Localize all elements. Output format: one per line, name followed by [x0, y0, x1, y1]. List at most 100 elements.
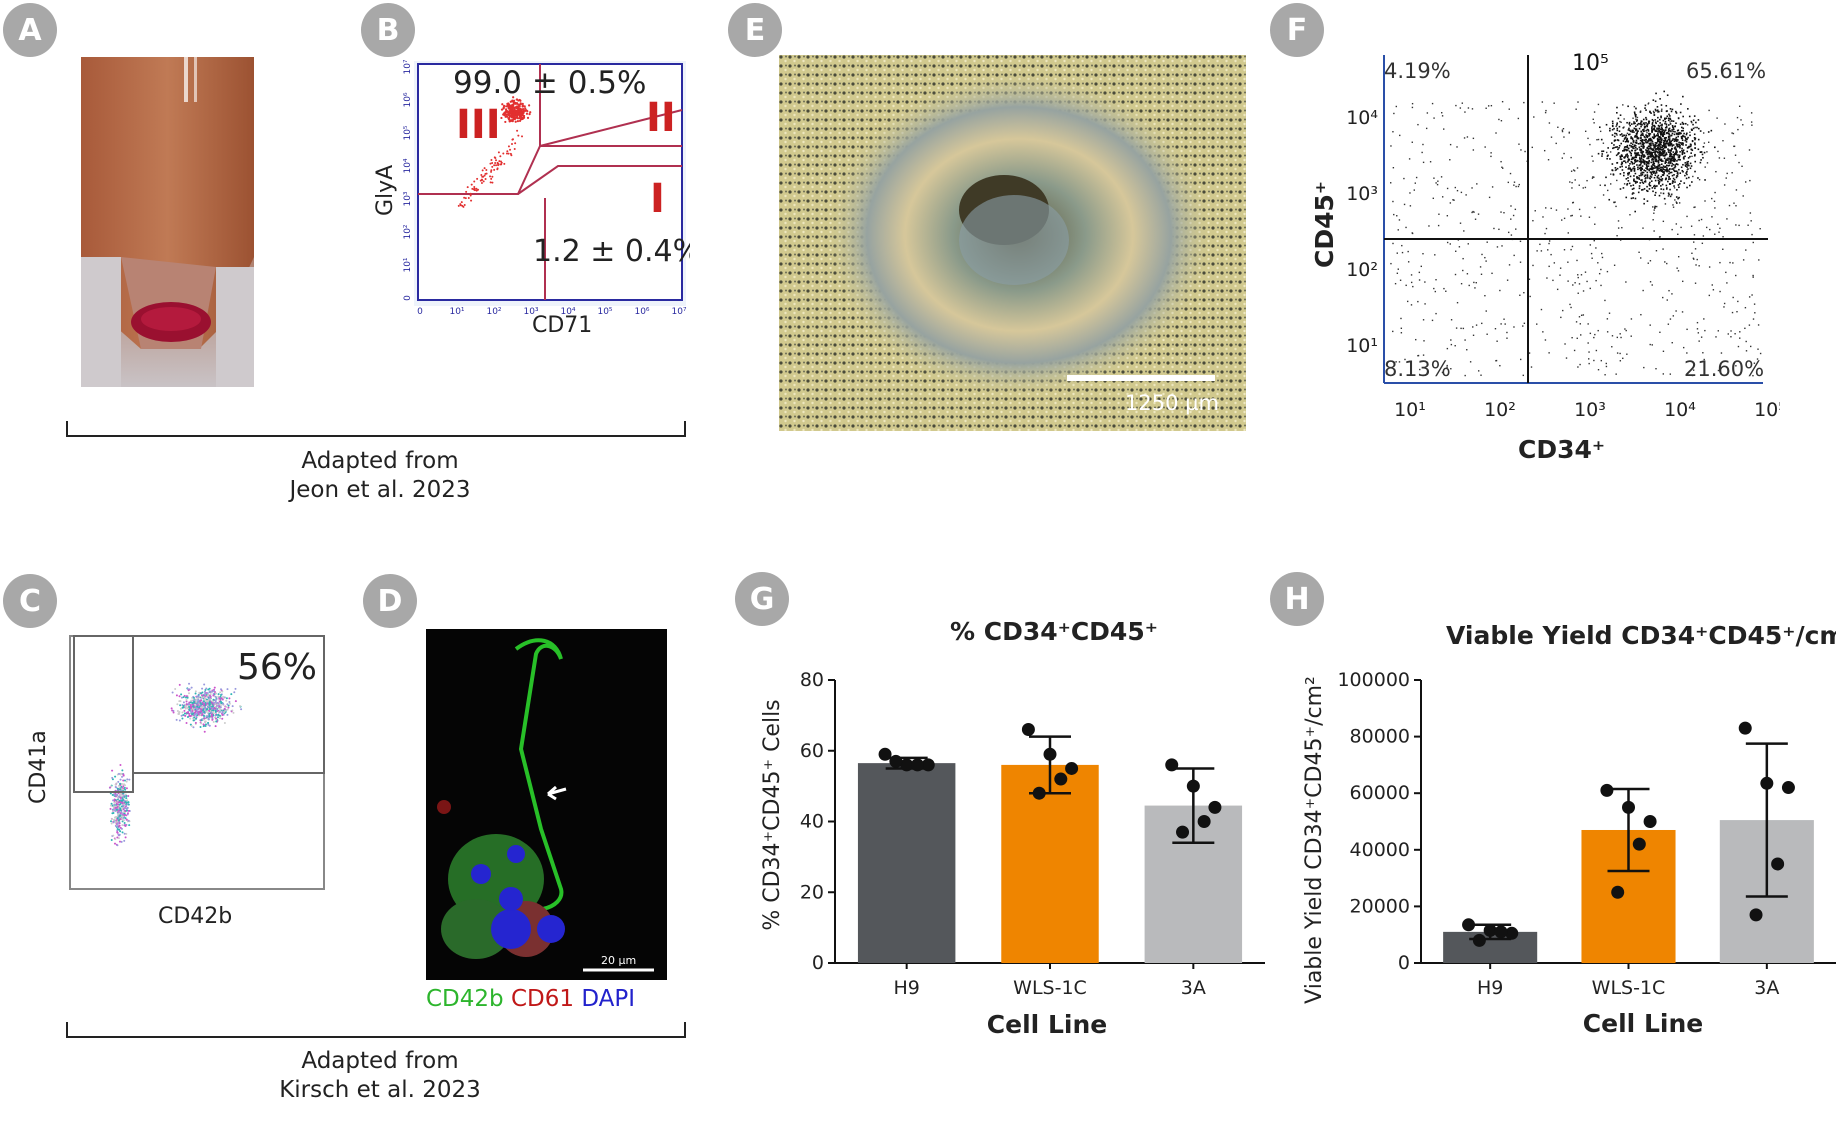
quadrant-ul: 4.19%	[1384, 59, 1451, 83]
data-point	[1186, 779, 1200, 793]
panel-label-g: G	[735, 572, 789, 626]
x-tick-label: 10³	[523, 307, 538, 317]
x-tick-label: 10²	[1484, 399, 1516, 421]
microscopy-image: 1250 µm	[779, 55, 1246, 431]
x-tick-label: 10¹	[449, 307, 464, 317]
legend-cd42b: CD42b	[426, 986, 504, 1012]
y-tick-label: 40	[800, 811, 824, 833]
panel-label-d: D	[363, 574, 417, 628]
x-tick-label: WLS-1C	[1013, 977, 1087, 999]
scatter-dots	[1390, 90, 1762, 377]
y-axis-label: CD45⁺	[1310, 181, 1339, 268]
data-point	[1600, 783, 1614, 797]
data-point	[1622, 800, 1635, 814]
bar	[1001, 764, 1099, 963]
legend-cd61: CD61	[510, 986, 574, 1012]
y-tick-label: 10¹	[1346, 335, 1378, 357]
region-iii-label: III	[456, 102, 501, 148]
scale-bar	[1067, 375, 1215, 381]
data-point	[878, 747, 892, 761]
x-tick-label: 3A	[1181, 977, 1206, 999]
panel-label-h: H	[1270, 572, 1324, 626]
panel-label-c: C	[3, 574, 57, 628]
bar-chart-h: Viable Yield CD34⁺CD45⁺/cm² Viable Yield…	[1302, 621, 1836, 1038]
caption-jeon: Adapted from Jeon et al. 2023	[240, 447, 520, 505]
gate-label: 56%	[237, 647, 317, 688]
data-point	[1632, 837, 1646, 851]
y-tick-label: 80	[800, 669, 824, 691]
gate-upper-label: 99.0 ± 0.5%	[453, 65, 646, 101]
x-tick-label: 10⁴	[560, 307, 575, 317]
data-point	[1483, 923, 1497, 937]
scale-label: 1250 µm	[1125, 391, 1219, 415]
y-axis-label: Viable Yield CD34⁺CD45⁺/cm²	[1302, 676, 1327, 1004]
data-point	[1494, 925, 1508, 939]
y-tick-label: 40000	[1350, 839, 1410, 861]
caption-line-2: Jeon et al. 2023	[289, 477, 471, 503]
legend-dapi: DAPI	[581, 986, 636, 1012]
y-axis-label: % CD34⁺CD45⁺ Cells	[760, 699, 785, 930]
x-tick-label: 10³	[1574, 399, 1606, 421]
region-i-label: I	[650, 176, 665, 222]
flow-dots	[108, 682, 243, 847]
data-point	[1021, 723, 1035, 737]
x-axis-label: CD71	[532, 313, 592, 338]
fluorescence-image: 20 µm	[426, 629, 667, 980]
quadrant-ll: 8.13%	[1384, 357, 1451, 381]
data-point	[1043, 747, 1057, 761]
data-point	[921, 758, 935, 772]
bar-chart-g: % CD34⁺CD45⁺ % CD34⁺CD45⁺ Cells Cell Lin…	[760, 617, 1265, 1039]
data-point	[1208, 800, 1222, 814]
y-tick-label: 80000	[1350, 726, 1410, 748]
quadrant-lr: 21.60%	[1684, 357, 1764, 381]
x-tick-label: 10²	[486, 307, 501, 317]
y-tick-label: 10³	[1346, 183, 1378, 205]
x-axis-label: Cell Line	[1583, 1009, 1703, 1038]
chart-title: % CD34⁺CD45⁺	[950, 617, 1158, 646]
scale-label: 20 µm	[601, 954, 636, 967]
data-point	[1165, 758, 1179, 772]
x-tick-label: 10⁴	[1664, 399, 1696, 421]
arrow-icon	[547, 785, 567, 801]
y-tick-label: 10⁵	[403, 125, 413, 140]
x-axis-label: CD42b	[158, 904, 232, 927]
y-tick-label: 10¹	[403, 257, 413, 272]
panel-label-a: A	[3, 3, 57, 57]
y-tick-label: 10⁶	[403, 92, 413, 107]
y-tick-label: 10³	[403, 191, 413, 206]
x-tick-label: 3A	[1754, 977, 1779, 999]
data-point	[1643, 815, 1657, 828]
bracket-jeon	[66, 421, 686, 437]
x-axis-label: Cell Line	[987, 1010, 1107, 1039]
caption-kirsch: Adapted from Kirsch et al. 2023	[240, 1047, 520, 1105]
data-point	[1749, 908, 1763, 922]
caption-line-1: Adapted from	[301, 1048, 459, 1074]
panel-label-b: B	[361, 3, 415, 57]
x-tick-label: 10¹	[1394, 399, 1426, 421]
data-point	[1032, 786, 1046, 800]
y-tick-label: 0	[812, 952, 824, 974]
y-tick-label: 0	[1398, 952, 1410, 974]
x-axis-label: CD34⁺	[1518, 435, 1605, 464]
data-point	[1611, 885, 1625, 899]
tube-photo	[81, 57, 254, 387]
data-point	[1176, 825, 1190, 839]
y-axis-label: GlyA	[373, 165, 398, 216]
caption-line-2: Kirsch et al. 2023	[279, 1077, 481, 1103]
bracket-kirsch	[66, 1022, 686, 1038]
flow-dots	[457, 96, 532, 208]
flow-plot-b: 99.0 ± 0.5% 1.2 ± 0.4% III II I 00 10¹ 10¹…	[373, 59, 690, 338]
chart-title: Viable Yield CD34⁺CD45⁺/cm²	[1446, 621, 1836, 650]
gate-lower-label: 1.2 ± 0.4%	[533, 234, 690, 269]
data-point	[1462, 918, 1476, 932]
x-tick-label: 10⁷	[671, 307, 686, 317]
flow-plot-c: 56% CD41a CD42b	[26, 635, 325, 927]
x-tick-label: 0	[417, 307, 423, 317]
x-tick-label: WLS-1C	[1592, 977, 1666, 999]
x-tick-label: H9	[1477, 977, 1503, 999]
data-point	[1738, 721, 1752, 735]
quadrant-ur: 65.61%	[1686, 59, 1766, 83]
y-tick-label: 10⁴	[1346, 107, 1378, 129]
x-tick-label: H9	[893, 977, 919, 999]
y-tick-label: 60000	[1350, 782, 1410, 804]
